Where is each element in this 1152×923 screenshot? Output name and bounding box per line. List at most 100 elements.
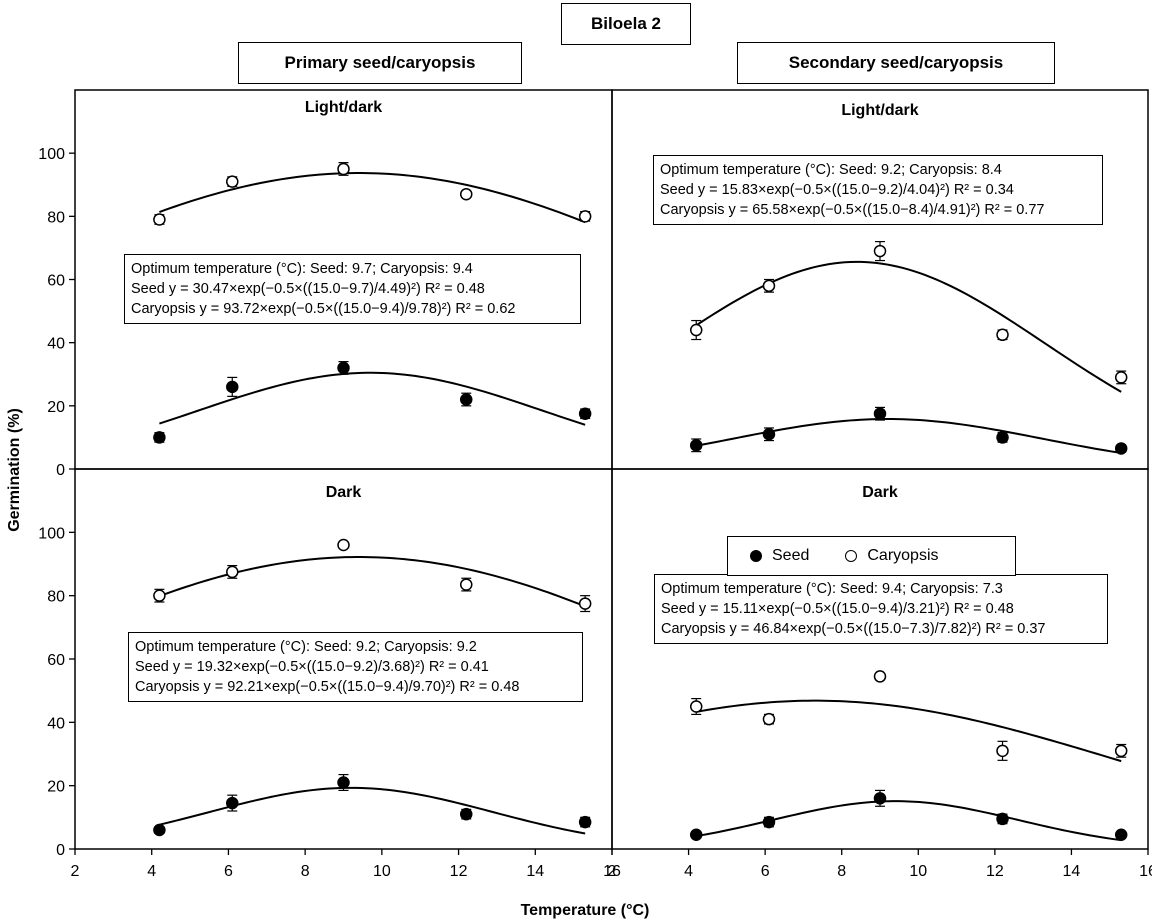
data-point-seed xyxy=(689,439,703,452)
annot-line: Optimum temperature (°C): Seed: 9.7; Car… xyxy=(131,261,473,277)
legend-seed-label: Seed xyxy=(772,547,810,564)
data-point-caryopsis xyxy=(762,712,776,726)
data-point-seed xyxy=(762,815,776,829)
x-tick-label: 2 xyxy=(71,863,80,880)
data-point-seed xyxy=(153,823,166,837)
annot-line: Caryopsis y = 65.58×exp(−0.5×((15.0−8.4)… xyxy=(660,202,1045,218)
x-tick-label: 8 xyxy=(301,863,310,880)
legend: Seed Caryopsis xyxy=(727,536,1016,576)
annot-line: Optimum temperature (°C): Seed: 9.2; Car… xyxy=(135,639,477,655)
x-tick-label: 12 xyxy=(450,863,468,880)
fit-curve-caryopsis xyxy=(159,172,586,224)
data-point-seed xyxy=(459,807,473,821)
data-point-caryopsis xyxy=(459,578,473,591)
annotation-secondary-lightdark: Optimum temperature (°C): Seed: 9.2; Car… xyxy=(653,155,1103,225)
y-tick-label: 0 xyxy=(56,462,65,479)
data-point-caryopsis xyxy=(873,244,887,258)
panel-title: Light/dark xyxy=(305,99,382,116)
annot-line: Caryopsis y = 93.72×exp(−0.5×((15.0−9.4)… xyxy=(131,301,516,317)
data-point-seed xyxy=(337,776,350,789)
legend-caryopsis-marker xyxy=(845,550,858,562)
y-tick-label: 100 xyxy=(38,146,65,163)
annot-line: Seed y = 19.32×exp(−0.5×((15.0−9.2)/3.68… xyxy=(135,659,489,675)
x-tick-label: 16 xyxy=(603,863,621,880)
data-point-caryopsis xyxy=(873,670,887,683)
panel-title: Light/dark xyxy=(841,102,918,119)
data-point-seed xyxy=(996,812,1009,826)
data-point-caryopsis xyxy=(578,210,592,223)
annotation-primary-lightdark: Optimum temperature (°C): Seed: 9.7; Car… xyxy=(124,254,581,324)
annot-line: Optimum temperature (°C): Seed: 9.2; Car… xyxy=(660,162,1002,178)
x-tick-label: 12 xyxy=(986,863,1004,880)
data-point-seed xyxy=(459,393,473,406)
data-point-caryopsis xyxy=(153,589,166,602)
data-point-caryopsis xyxy=(337,162,350,176)
y-tick-label: 60 xyxy=(47,652,65,669)
panel-title: Dark xyxy=(326,484,362,501)
y-tick-label: 60 xyxy=(47,273,65,290)
data-point-seed xyxy=(873,792,887,805)
x-axis-label: Temperature (°C) xyxy=(521,902,650,919)
data-point-caryopsis xyxy=(226,565,239,579)
x-tick-label: 6 xyxy=(761,863,770,880)
annot-line: Caryopsis y = 92.21×exp(−0.5×((15.0−9.4)… xyxy=(135,679,520,695)
data-point-caryopsis xyxy=(996,744,1009,758)
site-title: Biloela 2 xyxy=(561,3,691,45)
secondary-column-title: Secondary seed/caryopsis xyxy=(737,42,1055,84)
annot-line: Optimum temperature (°C): Seed: 9.4; Car… xyxy=(661,581,1003,597)
y-tick-label: 40 xyxy=(47,715,65,732)
data-point-seed xyxy=(1114,828,1128,841)
data-point-seed xyxy=(996,431,1009,444)
data-point-seed xyxy=(762,428,776,441)
data-point-seed xyxy=(873,407,887,420)
x-tick-label: 16 xyxy=(1139,863,1152,880)
data-point-seed xyxy=(578,407,592,420)
x-tick-label: 2 xyxy=(608,863,617,880)
fit-curve-seed xyxy=(696,800,1122,842)
fit-curve-caryopsis xyxy=(159,556,586,608)
fit-curve-seed xyxy=(696,417,1122,454)
x-tick-label: 6 xyxy=(224,863,233,880)
panel-title: Dark xyxy=(862,484,898,501)
y-tick-label: 100 xyxy=(38,525,65,542)
primary-column-title: Primary seed/caryopsis xyxy=(238,42,522,84)
x-tick-label: 14 xyxy=(526,863,544,880)
data-point-caryopsis xyxy=(337,538,350,552)
annot-line: Caryopsis y = 46.84×exp(−0.5×((15.0−7.3)… xyxy=(661,621,1046,637)
y-tick-label: 20 xyxy=(47,779,65,796)
y-tick-label: 80 xyxy=(47,209,65,226)
y-tick-label: 80 xyxy=(47,589,65,606)
annot-line: Seed y = 30.47×exp(−0.5×((15.0−9.7)/4.49… xyxy=(131,281,485,297)
data-point-seed xyxy=(1114,442,1128,455)
fit-curve-caryopsis xyxy=(696,699,1122,763)
y-tick-label: 40 xyxy=(47,336,65,353)
data-point-caryopsis xyxy=(1114,744,1128,758)
data-point-caryopsis xyxy=(153,213,166,226)
legend-caryopsis-label: Caryopsis xyxy=(867,547,939,564)
data-point-seed xyxy=(226,380,239,394)
data-point-seed xyxy=(689,828,703,841)
x-tick-label: 8 xyxy=(837,863,846,880)
data-point-seed xyxy=(578,815,592,829)
x-tick-label: 10 xyxy=(373,863,391,880)
data-point-caryopsis xyxy=(996,328,1009,342)
x-tick-label: 4 xyxy=(684,863,693,880)
data-point-seed xyxy=(226,796,239,810)
data-point-caryopsis xyxy=(689,700,703,713)
fit-curve-caryopsis xyxy=(695,260,1122,393)
data-point-caryopsis xyxy=(226,175,239,188)
x-tick-label: 14 xyxy=(1063,863,1081,880)
annot-line: Seed y = 15.11×exp(−0.5×((15.0−9.4)/3.21… xyxy=(661,601,1014,617)
annot-line: Seed y = 15.83×exp(−0.5×((15.0−9.2)/4.04… xyxy=(660,182,1014,198)
data-point-caryopsis xyxy=(459,187,473,201)
y-axis-label: Germination (%) xyxy=(6,408,23,532)
data-point-caryopsis xyxy=(578,597,592,610)
y-tick-label: 20 xyxy=(47,399,65,416)
fit-curve-seed xyxy=(159,371,586,426)
legend-seed-marker xyxy=(750,550,762,562)
panel-frame xyxy=(611,468,1149,850)
annotation-primary-dark: Optimum temperature (°C): Seed: 9.2; Car… xyxy=(128,632,583,702)
annotation-secondary-dark: Optimum temperature (°C): Seed: 9.4; Car… xyxy=(654,574,1108,644)
fit-curve-seed xyxy=(159,786,586,835)
